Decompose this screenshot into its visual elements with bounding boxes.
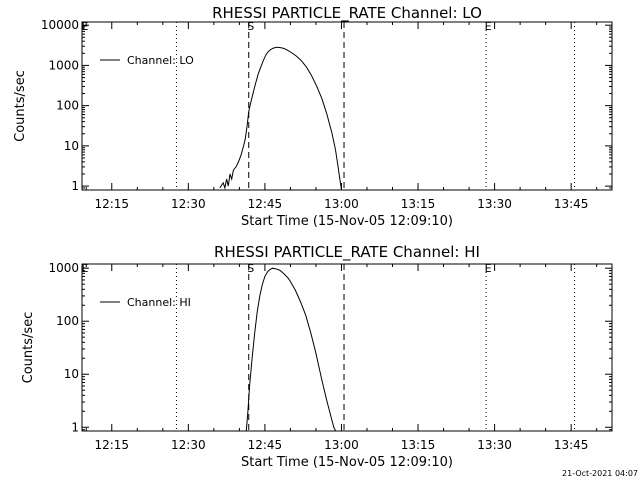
panel-2-x-tick-label-1315: 13:15 <box>401 438 436 452</box>
panel-1-x-tick-label-1315: 13:15 <box>401 197 436 211</box>
panel-1-y-axis-label: Counts/sec <box>13 70 28 142</box>
panel-1-y-tick-label-10: 10 <box>64 139 79 153</box>
panel-1-marker-label-E: E <box>485 20 492 33</box>
panel-2-y-tick-label-1000: 1000 <box>48 261 79 275</box>
panel-2-y-tick-label-1: 1 <box>71 420 79 434</box>
panel-1-x-tick-label-1330: 13:30 <box>477 197 512 211</box>
panel-1-x-tick-label-1345: 13:45 <box>554 197 589 211</box>
footer-timestamp: 21-Oct-2021 04:07 <box>562 469 638 478</box>
panel-1-y-tick-label-10000: 10000 <box>41 18 79 32</box>
panel-2-x-tick-label-1300: 13:00 <box>324 438 359 452</box>
panel-1-y-tick-label-1000: 1000 <box>48 58 79 72</box>
panel-1-corner-label: E <box>82 20 89 33</box>
panel-1-x-tick-label-1230: 12:30 <box>171 197 206 211</box>
panel-1-y-tick-label-1: 1 <box>71 179 79 193</box>
panel-1-marker-label-S: S <box>247 20 254 33</box>
panel-1-y-tick-label-100: 100 <box>56 99 79 113</box>
panel-1-legend-label: Channel: LO <box>127 54 194 67</box>
panel-1-x-tick-label-1245: 12:45 <box>248 197 283 211</box>
panel-1-series-line-1 <box>219 46 342 190</box>
panel-2-y-axis-label: Counts/sec <box>21 312 36 384</box>
panel-2-legend-label: Channel: HI <box>127 296 191 309</box>
panel-2-x-tick-label-1330: 13:30 <box>477 438 512 452</box>
panel-2-x-tick-label-1345: 13:45 <box>554 438 589 452</box>
panel-2-x-tick-label-1245: 12:45 <box>248 438 283 452</box>
panel-1-title: RHESSI PARTICLE_RATE Channel: LO <box>212 4 482 23</box>
panel-1-x-axis-label: Start Time (15-Nov-05 12:09:10) <box>241 214 453 229</box>
panel-2-marker-label-S: S <box>247 262 254 275</box>
panel-2-marker-label-E: E <box>485 262 492 275</box>
panel-2-x-axis-label: Start Time (15-Nov-05 12:09:10) <box>241 455 453 470</box>
panel-1-x-tick-label-1215: 12:15 <box>94 197 129 211</box>
panel-1-x-tick-label-1300: 13:00 <box>324 197 359 211</box>
panel-2-series-line-1 <box>245 267 337 431</box>
panel-1-plot-frame <box>81 21 613 191</box>
panel-2-y-tick-label-10: 10 <box>64 367 79 381</box>
panel-2-x-tick-label-1215: 12:15 <box>94 438 129 452</box>
panel-2-corner-label: E <box>82 262 89 275</box>
panel-2-title: RHESSI PARTICLE_RATE Channel: HI <box>214 243 480 262</box>
panel-2-y-tick-label-100: 100 <box>56 314 79 328</box>
panel-2-plot-frame <box>81 263 613 432</box>
panel-2-x-tick-label-1230: 12:30 <box>171 438 206 452</box>
